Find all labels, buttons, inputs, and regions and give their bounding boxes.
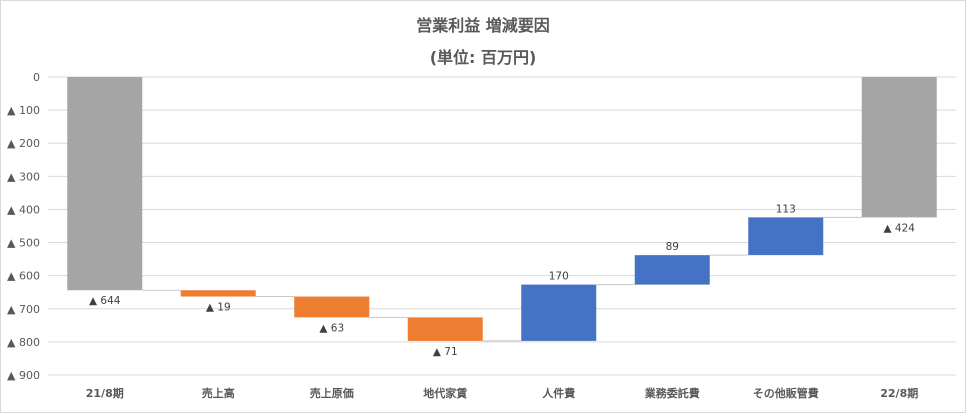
data-label: ▲ 644	[89, 295, 121, 307]
chart-title: 営業利益 増減要因	[416, 16, 550, 35]
y-tick-label: ▲ 400	[7, 203, 40, 216]
data-label: 113	[776, 203, 796, 215]
data-label: 89	[666, 241, 679, 253]
data-label: ▲ 63	[319, 322, 344, 334]
data-label: ▲ 71	[433, 346, 458, 358]
y-tick-label: ▲ 700	[7, 303, 40, 316]
waterfall-bar	[861, 77, 937, 218]
waterfall-bar	[407, 317, 483, 341]
waterfall-bar	[634, 255, 710, 285]
waterfall-bar	[67, 77, 143, 291]
x-category-label: 業務委託費	[644, 386, 700, 400]
x-category-label: 売上原価	[310, 386, 354, 400]
data-label: 170	[549, 271, 569, 283]
y-tick-label: ▲ 200	[7, 137, 40, 150]
y-tick-label: ▲ 300	[7, 170, 40, 183]
x-category-label: 22/8期	[880, 386, 918, 400]
y-tick-label: ▲ 800	[7, 336, 40, 349]
x-category-label: 売上高	[202, 386, 235, 400]
x-category-label: その他販管費	[753, 386, 819, 400]
waterfall-bar	[294, 296, 370, 318]
x-category-label: 人件費	[542, 386, 575, 400]
waterfall-bar	[748, 217, 824, 256]
x-category-label: 地代家賃	[423, 386, 467, 400]
x-category-label: 21/8期	[86, 386, 124, 400]
y-tick-label: ▲ 100	[7, 104, 40, 117]
y-tick-label: ▲ 900	[7, 369, 40, 382]
y-tick-label: ▲ 500	[7, 237, 40, 250]
waterfall-bar	[180, 290, 256, 297]
data-label: ▲ 424	[884, 222, 916, 234]
y-tick-label: 0	[33, 71, 40, 84]
y-tick-label: ▲ 600	[7, 270, 40, 283]
chart-subtitle: (単位: 百万円)	[429, 48, 537, 67]
waterfall-bar	[521, 284, 597, 341]
data-label: ▲ 19	[206, 302, 231, 314]
